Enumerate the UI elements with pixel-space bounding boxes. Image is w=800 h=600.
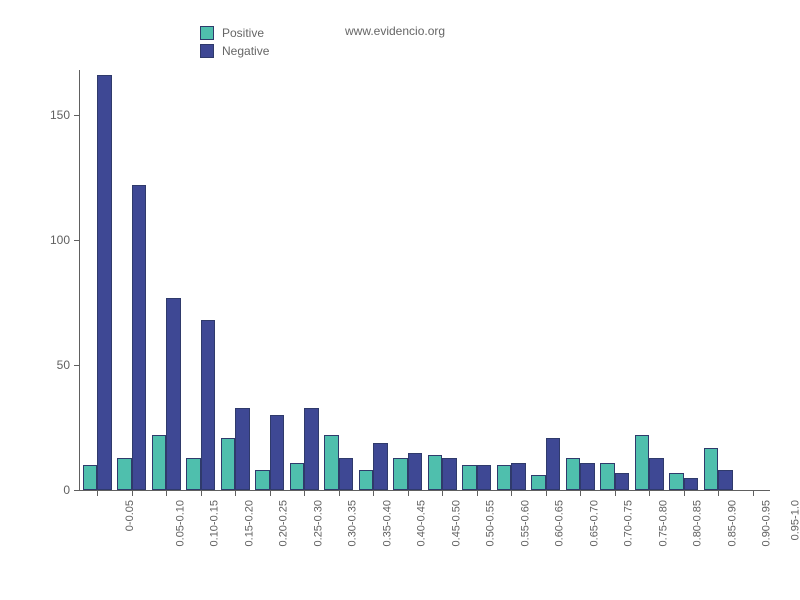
- bar: [339, 458, 354, 491]
- bar: [704, 448, 719, 491]
- bar: [531, 475, 546, 490]
- x-tick: [477, 491, 478, 496]
- x-tick-label: 0.60-0.65: [554, 500, 566, 546]
- bar: [186, 458, 201, 491]
- y-tick-label: 100: [30, 233, 70, 247]
- x-tick-label: 0.30-0.35: [347, 500, 359, 546]
- bar: [117, 458, 132, 491]
- bar: [97, 75, 112, 490]
- legend-swatch: [200, 26, 214, 40]
- x-tick-label: 0.70-0.75: [623, 500, 635, 546]
- x-tick: [373, 491, 374, 496]
- x-tick-label: 0.45-0.50: [450, 500, 462, 546]
- x-tick: [304, 491, 305, 496]
- x-tick-label: 0.25-0.30: [312, 500, 324, 546]
- bar: [201, 320, 216, 490]
- bar: [235, 408, 250, 491]
- bar: [511, 463, 526, 491]
- bar: [566, 458, 581, 491]
- x-tick-label: 0.15-0.20: [243, 500, 255, 546]
- bar: [152, 435, 167, 490]
- bar: [304, 408, 319, 491]
- bar: [600, 463, 615, 491]
- x-tick-label: 0.85-0.90: [726, 500, 738, 546]
- x-tick: [615, 491, 616, 496]
- bar: [477, 465, 492, 490]
- bar: [497, 465, 512, 490]
- plot-area: [80, 70, 770, 490]
- x-tick: [270, 491, 271, 496]
- y-tick-label: 150: [30, 108, 70, 122]
- bar: [442, 458, 457, 491]
- x-tick: [580, 491, 581, 496]
- x-tick-label: 0.10-0.15: [209, 500, 221, 546]
- x-tick-label: 0.95-1.0: [789, 500, 800, 540]
- bar: [462, 465, 477, 490]
- watermark-text: www.evidencio.org: [345, 24, 445, 38]
- bar: [649, 458, 664, 491]
- legend-swatch: [200, 44, 214, 58]
- x-tick-label: 0.75-0.80: [657, 500, 669, 546]
- legend-label: Positive: [222, 26, 264, 40]
- grouped-bar-chart: Positive Negative www.evidencio.org 0 50 10…: [0, 0, 800, 600]
- y-tick: [74, 365, 79, 366]
- x-tick: [339, 491, 340, 496]
- bar: [270, 415, 285, 490]
- x-tick-label: 0.40-0.45: [416, 500, 428, 546]
- bar: [669, 473, 684, 491]
- bar: [684, 478, 699, 491]
- bar: [132, 185, 147, 490]
- x-tick: [97, 491, 98, 496]
- bar: [83, 465, 98, 490]
- bar: [393, 458, 408, 491]
- legend-item: Negative: [200, 42, 269, 60]
- y-tick-label: 50: [30, 358, 70, 372]
- x-tick-label: 0.80-0.85: [692, 500, 704, 546]
- x-tick-label: 0.05-0.10: [174, 500, 186, 546]
- x-tick-label: 0.50-0.55: [485, 500, 497, 546]
- x-tick: [235, 491, 236, 496]
- bar: [718, 470, 733, 490]
- y-axis-line: [79, 70, 80, 490]
- x-tick: [684, 491, 685, 496]
- x-tick-label: 0.90-0.95: [761, 500, 773, 546]
- bar: [166, 298, 181, 491]
- legend-label: Negative: [222, 44, 269, 58]
- bar: [290, 463, 305, 491]
- x-tick: [753, 491, 754, 496]
- x-axis-line: [79, 490, 770, 491]
- bar: [428, 455, 443, 490]
- y-tick: [74, 115, 79, 116]
- x-tick-label: 0.55-0.60: [519, 500, 531, 546]
- bar: [221, 438, 236, 491]
- legend-item: Positive: [200, 24, 269, 42]
- x-tick-label: 0-0.05: [124, 500, 136, 531]
- y-tick-label: 0: [30, 483, 70, 497]
- x-tick: [442, 491, 443, 496]
- x-tick: [408, 491, 409, 496]
- bar: [408, 453, 423, 491]
- x-tick: [511, 491, 512, 496]
- x-tick-label: 0.65-0.70: [588, 500, 600, 546]
- bar: [580, 463, 595, 491]
- y-tick: [74, 490, 79, 491]
- bar: [324, 435, 339, 490]
- x-tick: [166, 491, 167, 496]
- bar: [635, 435, 650, 490]
- x-tick: [718, 491, 719, 496]
- bar: [255, 470, 270, 490]
- bar: [373, 443, 388, 491]
- x-tick: [546, 491, 547, 496]
- y-tick: [74, 240, 79, 241]
- x-tick: [649, 491, 650, 496]
- x-tick-label: 0.35-0.40: [381, 500, 393, 546]
- x-tick-label: 0.20-0.25: [278, 500, 290, 546]
- legend: Positive Negative: [200, 24, 269, 60]
- x-tick: [132, 491, 133, 496]
- bar: [359, 470, 374, 490]
- x-tick: [201, 491, 202, 496]
- bar: [546, 438, 561, 491]
- bar: [615, 473, 630, 491]
